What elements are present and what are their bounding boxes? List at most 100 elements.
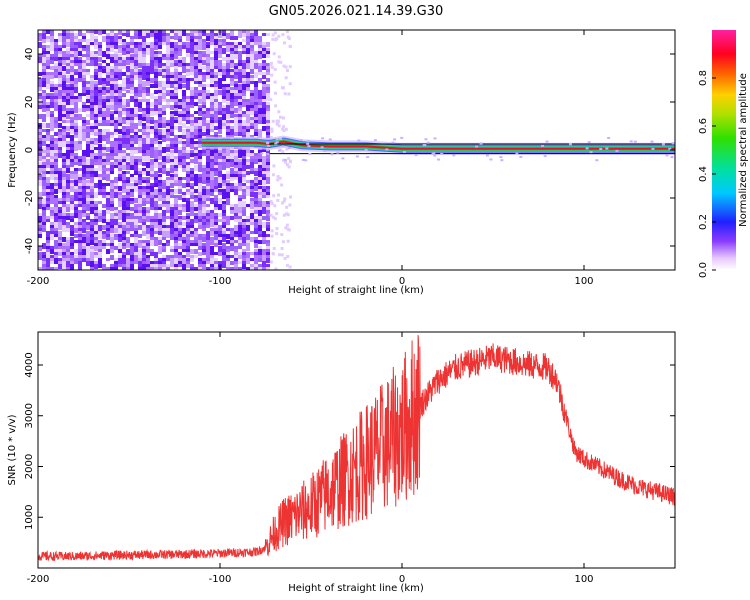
noise-cell: [70, 63, 74, 67]
noise-cell: [202, 102, 206, 107]
noise-cell: [70, 135, 74, 141]
noise-cell: [50, 60, 54, 64]
noise-cell: [186, 45, 190, 49]
noise-cell: [190, 177, 194, 181]
noise-cell: [54, 234, 58, 237]
noise-cell: [50, 267, 54, 270]
noise-cell: [194, 165, 198, 168]
noise-cell: [74, 258, 78, 264]
noise-cell: [178, 207, 182, 210]
noise-cell: [166, 75, 170, 78]
noise-speckle: [269, 199, 273, 203]
noise-cell: [118, 192, 122, 197]
noise-cell: [198, 177, 202, 183]
noise-cell: [74, 147, 78, 151]
noise-cell: [174, 54, 178, 59]
noise-cell: [170, 177, 174, 181]
y-tick-label: 20: [24, 96, 35, 109]
noise-cell: [90, 168, 94, 171]
noise-cell: [126, 60, 130, 65]
noise-cell: [98, 243, 102, 247]
noise-cell: [206, 126, 210, 130]
noise-cell: [218, 252, 222, 256]
noise-cell: [250, 42, 254, 47]
noise-cell: [110, 72, 114, 75]
noise-speckle: [280, 183, 284, 187]
noise-cell: [226, 42, 230, 47]
noise-cell: [214, 159, 218, 162]
noise-cell: [162, 117, 166, 120]
noise-cell: [42, 66, 46, 69]
noise-cell: [150, 117, 154, 122]
noise-cell: [46, 144, 50, 147]
noise-cell: [90, 165, 94, 170]
noise-cell: [126, 222, 130, 226]
noise-cell: [230, 129, 234, 133]
spectrogram-ylabel: Frequency (Hz): [7, 112, 18, 188]
noise-cell: [58, 138, 62, 143]
noise-cell: [178, 33, 182, 38]
noise-cell: [150, 168, 154, 173]
noise-cell: [238, 216, 242, 219]
noise-cell: [62, 132, 66, 136]
noise-cell: [170, 63, 174, 67]
noise-cell: [98, 51, 102, 56]
noise-cell: [86, 138, 90, 143]
noise-cell: [226, 93, 230, 98]
noise-cell: [170, 132, 174, 136]
noise-cell: [162, 108, 166, 111]
noise-cell: [246, 240, 250, 244]
noise-cell: [50, 168, 54, 171]
noise-cell: [78, 69, 82, 73]
noise-speckle: [272, 194, 276, 198]
noise-cell: [174, 66, 178, 70]
noise-cell: [266, 177, 270, 180]
noise-cell: [102, 243, 106, 248]
noise-cell: [266, 42, 270, 47]
noise-cell: [202, 150, 206, 154]
noise-cell: [198, 105, 202, 109]
noise-cell: [54, 207, 58, 211]
noise-cell: [166, 216, 170, 219]
noise-cell: [138, 201, 142, 205]
noise-cell: [226, 252, 230, 257]
noise-cell: [94, 219, 98, 224]
noise-cell: [254, 201, 258, 205]
noise-cell: [166, 180, 170, 183]
noise-cell: [154, 198, 158, 203]
noise-cell: [146, 234, 150, 239]
noise-cell: [134, 135, 138, 141]
noise-cell: [42, 123, 46, 128]
noise-cell: [50, 249, 54, 254]
noise-cell: [174, 96, 178, 99]
noise-cell: [70, 111, 74, 116]
noise-cell: [150, 159, 154, 164]
noise-cell: [102, 234, 106, 239]
noise-cell: [250, 198, 254, 202]
noise-cell: [214, 258, 218, 262]
track-speckle: [281, 145, 285, 148]
noise-cell: [86, 207, 90, 211]
noise-cell: [194, 132, 198, 135]
noise-cell: [186, 240, 190, 245]
noise-cell: [210, 162, 214, 166]
noise-cell: [146, 120, 150, 123]
noise-cell: [262, 207, 266, 210]
noise-cell: [86, 237, 90, 243]
noise-cell: [90, 189, 94, 194]
noise-cell: [230, 111, 234, 114]
noise-cell: [62, 84, 66, 90]
noise-cell: [130, 198, 134, 203]
noise-cell: [90, 90, 94, 94]
noise-cell: [50, 231, 54, 234]
noise-cell: [38, 105, 42, 109]
noise-cell: [86, 132, 90, 135]
noise-cell: [66, 42, 70, 47]
noise-cell: [230, 216, 234, 220]
noise-cell: [66, 30, 70, 33]
noise-cell: [186, 213, 190, 216]
noise-cell: [114, 66, 118, 71]
noise-cell: [162, 87, 166, 90]
noise-cell: [62, 108, 66, 113]
noise-cell: [214, 33, 218, 37]
